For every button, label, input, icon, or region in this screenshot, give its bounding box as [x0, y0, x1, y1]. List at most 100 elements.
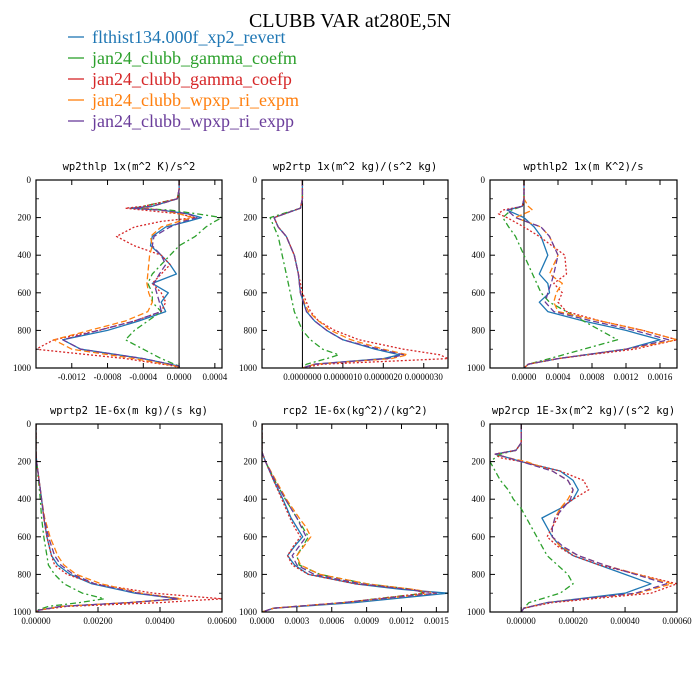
y-tick-label: 400: [472, 494, 486, 504]
y-tick-label: 1000: [467, 607, 486, 617]
y-tick-label: 1000: [239, 363, 258, 373]
y-tick-label: 400: [244, 250, 258, 260]
series-line: [36, 424, 180, 612]
y-tick-label: 600: [18, 288, 32, 298]
x-tick-label: 0.00400: [145, 616, 175, 626]
panel-6: wp2rcp 1E-3x(m^2 kg)/(s^2 kg) 0 200 400 600 8…: [467, 405, 692, 626]
series-line: [36, 424, 105, 612]
series-group: [490, 424, 677, 612]
y-tick-label: 400: [18, 250, 32, 260]
legend-label: jan24_clubb_wpxp_ri_expp: [91, 111, 294, 131]
x-tick-label: 0.0004: [546, 372, 571, 382]
y-tick-label: 0: [253, 175, 258, 185]
legend-label: jan24_clubb_gamma_coefp: [91, 69, 292, 89]
x-tick-label: 0.0012: [389, 616, 414, 626]
panels: wp2thlp 1x(m^2 K)/s^2 0 200 400 600 800 1000 -0…: [13, 161, 692, 626]
y-tick-label: 400: [18, 494, 32, 504]
y-tick-label: 800: [18, 569, 32, 579]
panel-title: wpthlp2 1x(m K^2)/s: [523, 161, 643, 173]
panel-title: rcp2 1E-6x(kg^2)/(kg^2): [282, 405, 427, 417]
y-tick-label: 1000: [13, 363, 32, 373]
x-tick-label: 0.0008: [580, 372, 605, 382]
series-line: [273, 180, 401, 368]
x-tick-label: 0.00060: [662, 616, 692, 626]
series-line: [269, 180, 340, 368]
legend-label: flthist134.000f_xp2_revert: [92, 27, 285, 47]
y-tick-label: 800: [244, 325, 258, 335]
y-tick-label: 1000: [13, 607, 32, 617]
x-tick-label: 0.0000: [167, 372, 192, 382]
y-tick-label: 0: [27, 419, 32, 429]
y-tick-label: 200: [18, 213, 32, 223]
series-line: [36, 424, 180, 612]
x-tick-label: 0.0009: [354, 616, 379, 626]
y-tick-label: 0: [253, 419, 258, 429]
x-tick-label: 0.0000030: [405, 372, 444, 382]
panel-5: rcp2 1E-6x(kg^2)/(kg^2) 0 200 400 600 800 1000…: [239, 405, 449, 626]
panel-1: wp2thlp 1x(m^2 K)/s^2 0 200 400 600 800 1000 -0…: [13, 161, 228, 382]
x-tick-label: 0.00040: [610, 616, 640, 626]
legend-label: jan24_clubb_wpxp_ri_expm: [91, 90, 299, 110]
y-tick-label: 600: [472, 532, 486, 542]
y-tick-label: 600: [244, 532, 258, 542]
series-line: [36, 424, 222, 612]
series-line: [273, 180, 409, 368]
series-line: [494, 424, 668, 612]
plot-frame: [261, 179, 449, 369]
series-line: [262, 424, 426, 612]
y-tick-label: 400: [472, 250, 486, 260]
series-line: [273, 180, 405, 368]
x-tick-label: -0.0008: [94, 372, 122, 382]
y-tick-label: 800: [18, 325, 32, 335]
x-tick-label: 0.00000: [21, 616, 51, 626]
y-tick-label: 800: [472, 569, 486, 579]
series-line: [273, 180, 448, 368]
x-tick-label: 0.0000020: [364, 372, 403, 382]
y-tick-label: 200: [18, 457, 32, 467]
series-line: [53, 180, 194, 368]
y-tick-label: 0: [27, 175, 32, 185]
x-tick-label: 0.0006: [319, 616, 344, 626]
series-line: [494, 424, 677, 612]
series-line: [490, 424, 574, 612]
x-tick-label: 0.00000: [507, 616, 537, 626]
series-line: [62, 180, 203, 368]
panel-2: wp2rtp 1x(m^2 kg)/(s^2 kg) 0 200 400 600 800 1…: [239, 161, 449, 382]
x-tick-label: -0.0004: [129, 372, 157, 382]
y-tick-label: 0: [481, 419, 486, 429]
y-tick-label: 1000: [239, 607, 258, 617]
y-tick-label: 800: [244, 569, 258, 579]
panel-title: wp2rcp 1E-3x(m^2 kg)/(s^2 kg): [492, 405, 675, 417]
series-line: [36, 424, 183, 612]
series-group: [497, 180, 677, 368]
x-tick-label: 0.00020: [558, 616, 588, 626]
series-group: [269, 180, 448, 368]
y-tick-label: 200: [472, 457, 486, 467]
series-line: [497, 180, 677, 368]
series-group: [36, 424, 222, 612]
series-line: [262, 424, 448, 612]
panel-3: wpthlp2 1x(m K^2)/s 0 200 400 600 800 1000 0.00…: [467, 161, 678, 382]
y-tick-label: 600: [244, 288, 258, 298]
y-tick-label: 800: [472, 325, 486, 335]
series-line: [262, 424, 438, 612]
y-tick-label: 200: [244, 213, 258, 223]
y-tick-label: 0: [481, 175, 486, 185]
series-line: [262, 424, 438, 612]
series-line: [62, 180, 198, 368]
y-tick-label: 600: [472, 288, 486, 298]
series-line: [502, 180, 619, 368]
x-tick-label: 0.0004: [202, 372, 227, 382]
panel-4: wprtp2 1E-6x(m kg)/(s kg) 0 200 400 600 800 10…: [13, 405, 237, 626]
chart-title: CLUBB VAR at280E,5N: [249, 10, 451, 32]
x-tick-label: 0.0000: [512, 372, 537, 382]
legend-label: jan24_clubb_gamma_coefm: [91, 48, 297, 68]
panel-title: wprtp2 1E-6x(m kg)/(s kg): [50, 405, 208, 417]
series-line: [494, 424, 673, 612]
x-tick-label: 0.0000010: [324, 372, 363, 382]
x-tick-label: 0.0000000: [283, 372, 322, 382]
x-tick-label: -0.0012: [58, 372, 86, 382]
y-tick-label: 400: [244, 494, 258, 504]
series-group: [262, 424, 448, 612]
